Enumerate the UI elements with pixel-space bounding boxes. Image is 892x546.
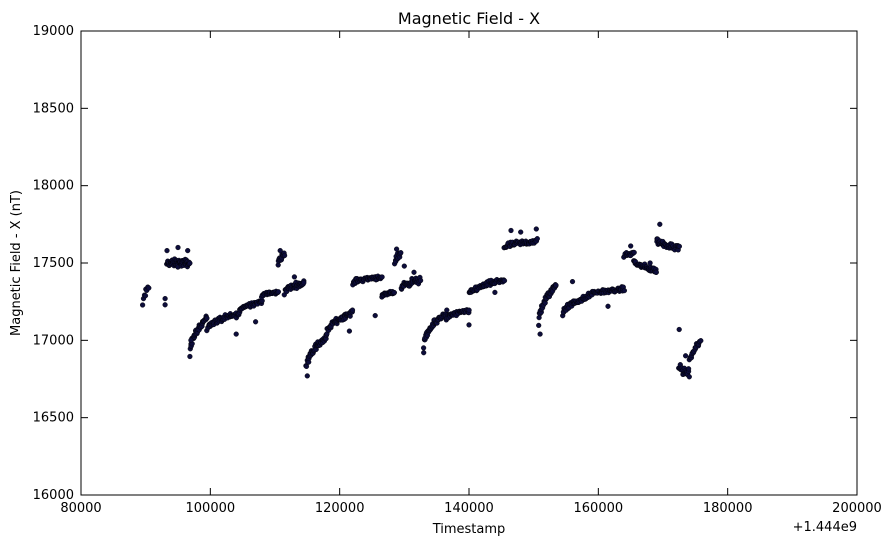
y-tick-label: 16500: [33, 411, 74, 426]
data-point: [657, 221, 663, 227]
data-point: [164, 248, 170, 254]
data-point: [394, 246, 400, 252]
data-point: [146, 285, 152, 291]
data-point: [421, 350, 427, 356]
data-point: [233, 331, 239, 337]
chart-title: Magnetic Field - X: [398, 9, 540, 28]
data-point: [421, 345, 427, 351]
data-point: [253, 319, 259, 325]
data-point: [162, 296, 168, 302]
data-point: [418, 277, 424, 284]
data-point: [676, 326, 682, 333]
data-point: [204, 315, 210, 321]
y-tick-label: 16000: [33, 488, 74, 503]
y-tick-label: 18500: [33, 101, 74, 116]
y-tick-label: 19000: [33, 24, 74, 39]
y-tick-label: 18000: [33, 179, 74, 194]
data-point: [277, 248, 283, 254]
data-point: [537, 331, 543, 337]
data-point: [534, 236, 540, 242]
data-point: [140, 302, 146, 308]
data-point: [536, 322, 542, 329]
data-point: [301, 280, 307, 286]
data-points: [140, 221, 704, 380]
data-point: [372, 313, 378, 319]
x-tick-label: 100000: [186, 501, 236, 516]
y-axis-ticks: 16000 16500 17000 17500 18000 18500 19000: [33, 24, 857, 503]
data-point: [631, 249, 637, 256]
data-point: [401, 263, 407, 269]
data-point: [492, 289, 498, 296]
data-point: [653, 269, 659, 275]
data-point: [508, 227, 514, 234]
data-point: [466, 322, 472, 328]
x-tick-label: 180000: [703, 501, 753, 516]
data-point: [398, 250, 404, 256]
x-tick-label: 80000: [60, 501, 101, 516]
data-point: [553, 282, 559, 288]
data-point: [533, 226, 539, 232]
data-point: [501, 278, 508, 284]
data-point: [162, 302, 168, 308]
data-point: [628, 243, 634, 249]
data-point: [569, 279, 576, 285]
x-axis-ticks: 80000 100000 120000 140000 160000 180000 20000…: [60, 31, 882, 516]
x-axis-offset-label: +1.444e9: [793, 520, 857, 535]
data-point: [698, 338, 704, 344]
x-axis-title: Timestamp: [432, 522, 506, 537]
data-point: [275, 289, 282, 295]
plot-area: [80, 30, 858, 496]
data-point: [647, 260, 653, 266]
data-point: [621, 288, 628, 294]
data-point: [188, 337, 194, 343]
data-point: [282, 252, 288, 259]
data-point: [175, 244, 181, 251]
data-point: [682, 353, 689, 359]
data-point: [605, 303, 611, 309]
data-point: [676, 243, 683, 250]
x-tick-label: 120000: [315, 501, 365, 516]
data-point: [142, 293, 149, 299]
data-point: [518, 229, 524, 235]
data-point: [466, 307, 472, 313]
y-tick-label: 17000: [33, 333, 74, 348]
data-point: [185, 248, 191, 254]
y-axis-title: Magnetic Field - X (nT): [9, 190, 24, 336]
data-point: [187, 260, 193, 266]
data-point: [346, 328, 353, 334]
data-point: [391, 290, 397, 296]
data-point: [349, 307, 356, 313]
data-point: [379, 274, 385, 280]
x-tick-label: 160000: [574, 501, 624, 516]
y-tick-label: 17500: [33, 256, 74, 271]
data-point: [291, 274, 298, 280]
data-point: [304, 373, 310, 379]
x-tick-label: 200000: [832, 501, 882, 516]
data-point: [685, 366, 692, 372]
x-tick-label: 140000: [444, 501, 494, 516]
data-point: [187, 353, 193, 360]
data-point: [444, 307, 450, 313]
data-point: [686, 374, 692, 380]
data-point: [411, 269, 417, 275]
